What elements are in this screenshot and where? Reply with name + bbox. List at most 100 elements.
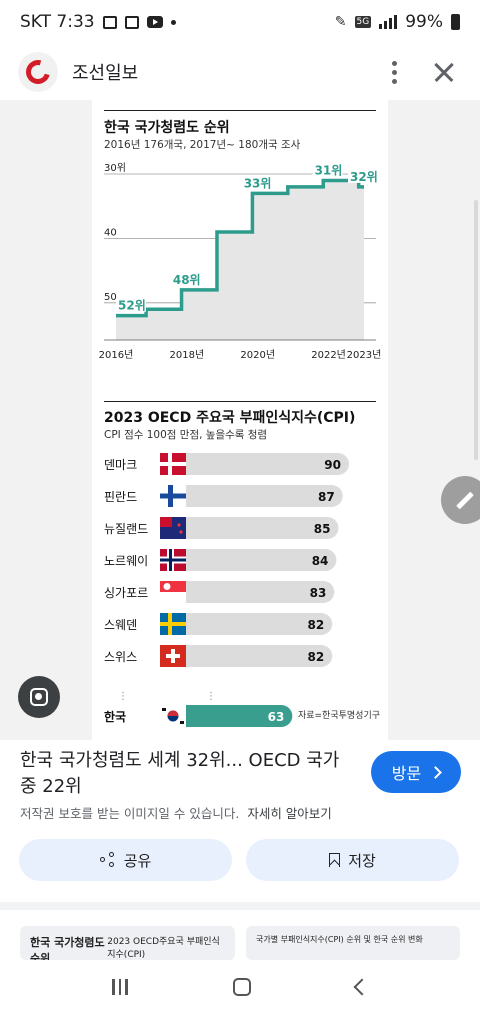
annotation-bg [348, 169, 378, 183]
data-label: 33위 [244, 176, 272, 190]
share-button[interactable]: 공유 [19, 839, 232, 881]
network-type-badge: 5G [354, 16, 372, 28]
home-button[interactable] [232, 977, 251, 996]
rank-chart-subtitle: 2016년 176개국, 2017년~ 180개국 조사 [104, 139, 301, 151]
flag-part [162, 708, 166, 711]
scrollbar[interactable] [474, 200, 478, 460]
source-note: 자료=한국투명성기구 [297, 711, 380, 721]
mute-icon: ✎ [334, 14, 347, 30]
country-label: 덴마크 [104, 458, 137, 472]
related-image-1[interactable]: 한국 국가청렴도 순위 2023 OECD주요국 부패인식지수(CPI) [20, 926, 235, 960]
value-label: 85 [314, 522, 331, 536]
flag-part [160, 558, 186, 562]
country-label: 싱가포르 [104, 586, 148, 600]
battery-icon [451, 14, 460, 30]
recent-apps-button[interactable] [112, 978, 128, 995]
title-rule [104, 110, 376, 111]
site-name[interactable]: 조선일보 [72, 63, 139, 84]
x-tick-label: 2022년 [311, 349, 346, 361]
back-button[interactable] [353, 978, 371, 995]
more-notifications-icon [170, 19, 176, 25]
flag-part [160, 517, 172, 527]
country-label: 한국 [104, 709, 126, 724]
data-label: 32위 [350, 170, 378, 184]
result-title[interactable]: 한국 국가청렴도 세계 32위... OECD 국가 중 22위 [20, 750, 340, 797]
x-tick-label: 2018년 [170, 349, 205, 361]
cpi-bar [160, 613, 333, 635]
site-logo[interactable] [18, 52, 58, 92]
flag-part [160, 493, 186, 499]
image-preview[interactable]: 한국 국가청렴도 순위 2016년 176개국, 2017년~ 180개국 조사… [0, 100, 480, 740]
flag-part [166, 654, 180, 658]
close-button[interactable] [426, 54, 462, 90]
country-label: 스웨덴 [104, 618, 137, 632]
x-tick-label: 2016년 [99, 349, 134, 361]
flag-part [177, 523, 181, 527]
share-label: 공유 [123, 851, 152, 870]
share-icon [99, 852, 116, 868]
value-label: 90 [324, 458, 341, 472]
value-label: 63 [268, 710, 285, 724]
more-options-button[interactable] [376, 54, 412, 90]
x-tick-label: 2020년 [240, 349, 275, 361]
save-label: 저장 [348, 851, 376, 870]
flag-part [163, 583, 171, 590]
cpi-bar [160, 485, 343, 507]
country-label: 핀란드 [104, 490, 137, 504]
google-lens-button[interactable] [18, 676, 60, 718]
chosun-logo-icon [21, 55, 55, 89]
learn-more-link[interactable]: 자세히 알아보기 [247, 806, 332, 821]
chevron-right-icon [429, 765, 443, 779]
flag-part [160, 462, 186, 466]
area-fill [116, 180, 364, 340]
flag-part [180, 721, 184, 724]
battery-percent: 99% [405, 12, 443, 32]
copyright-notice: 저작권 보호를 받는 이미지일 수 있습니다. 자세히 알아보기 [20, 803, 332, 822]
cpi-bar [160, 705, 293, 727]
carrier-time: SKT 7:33 [20, 12, 95, 32]
y-tick-label: 30위 [104, 161, 126, 174]
x-tick-label: 2023년 [347, 349, 382, 361]
data-label: 48위 [173, 273, 201, 287]
annotation-bg [116, 298, 146, 312]
visit-button[interactable]: 방문 [371, 751, 461, 793]
rank-chart-title: 한국 국가청렴도 순위 [104, 120, 230, 136]
data-label: 31위 [315, 163, 343, 177]
flag-part [167, 710, 179, 716]
cpi-chart-title: 2023 OECD 주요국 부패인식지수(CPI) [104, 410, 356, 426]
flag-part [160, 622, 186, 626]
youtube-icon [146, 16, 163, 28]
infographic: 한국 국가청렴도 순위 2016년 176개국, 2017년~ 180개국 조사… [92, 100, 388, 740]
annotation-bg [312, 163, 343, 177]
save-button[interactable]: 저장 [246, 839, 459, 881]
related-1-side: 2023 OECD주요국 부패인식지수(CPI) [107, 937, 220, 960]
flag-part [160, 581, 186, 592]
copyright-text: 저작권 보호를 받는 이미지일 수 있습니다. [20, 806, 240, 821]
value-label: 83 [310, 586, 327, 600]
gallery-icon [124, 15, 139, 29]
pencil-icon [456, 491, 474, 509]
bookmark-icon [329, 853, 341, 867]
lens-icon [30, 688, 48, 706]
title-rule [104, 401, 376, 402]
y-tick-label: 50 [104, 292, 117, 303]
edit-button[interactable] [441, 476, 480, 524]
annotation-bg [170, 272, 201, 286]
rank-line [116, 178, 364, 318]
cpi-bar [160, 581, 335, 603]
country-label: 스위스 [104, 650, 137, 664]
data-label: 52위 [118, 299, 146, 313]
value-label: 84 [312, 554, 329, 568]
cpi-bar [160, 549, 337, 571]
y-tick-label: 40 [104, 227, 117, 238]
visit-label: 방문 [391, 764, 422, 783]
ellipsis-mark: ⋮ [206, 691, 216, 702]
related-image-2[interactable]: 국가별 부패인식지수(CPI) 순위 및 한국 순위 변화 [246, 926, 460, 960]
flag-part [179, 530, 183, 534]
signal-icon [379, 15, 398, 29]
system-nav-bar [0, 960, 480, 1013]
cpi-bar [160, 517, 339, 539]
cpi-chart-subtitle: CPI 점수 100점 만점, 높을수록 청렴 [104, 429, 268, 441]
value-label: 87 [318, 490, 335, 504]
